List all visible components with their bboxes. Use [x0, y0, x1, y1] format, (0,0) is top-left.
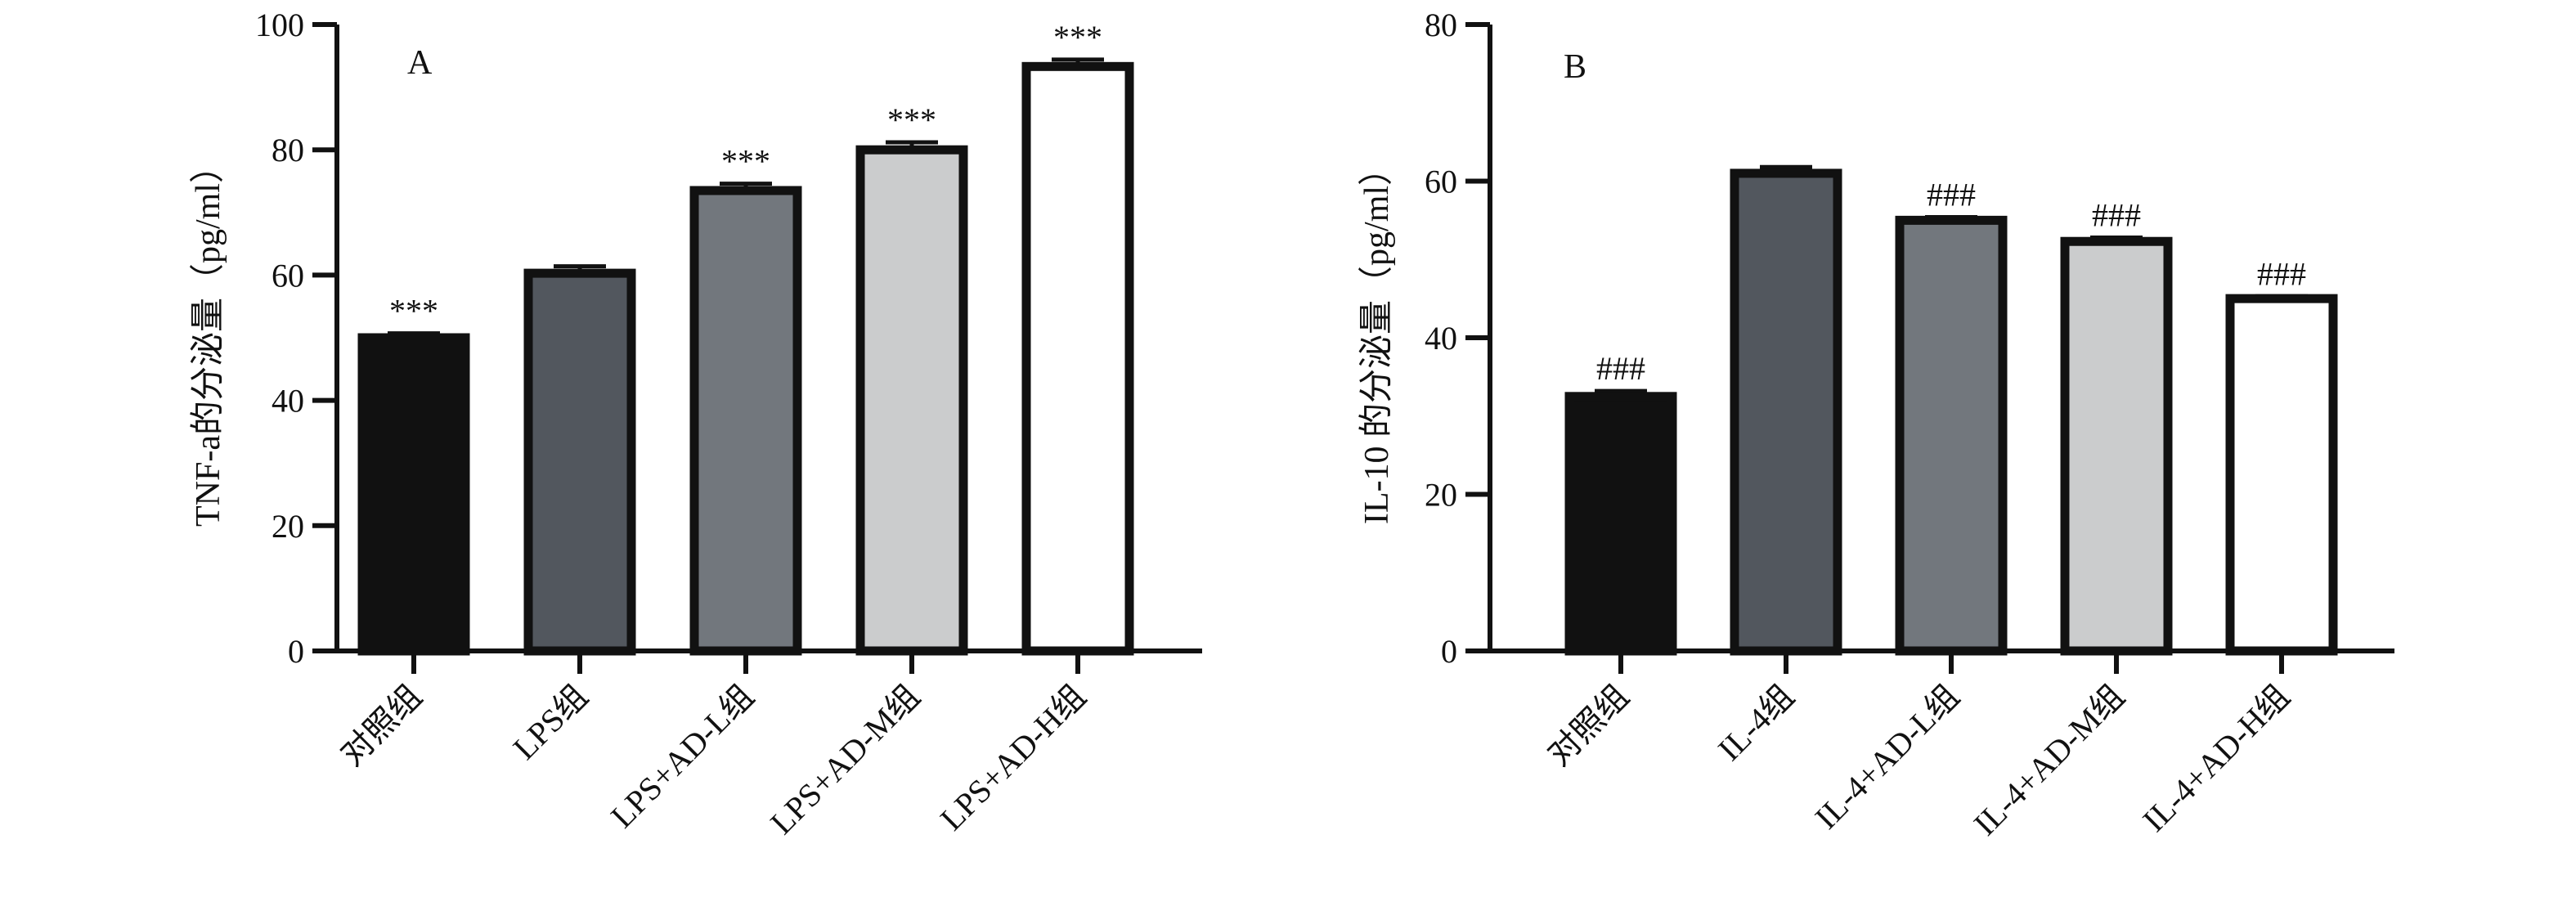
y-tick-label: 20 — [272, 508, 304, 545]
x-tick-label: LPS+AD-L组 — [604, 678, 761, 835]
x-tick-label: LPS+AD-H组 — [933, 678, 1093, 837]
bar — [2225, 294, 2338, 656]
bar — [2060, 236, 2173, 656]
x-tick-label: IL-4+AD-L组 — [1807, 678, 1966, 837]
x-tick-label: 对照组 — [1541, 678, 1636, 774]
panel-letter: A — [407, 44, 433, 82]
bar — [1895, 215, 2008, 656]
significance-label: ### — [1927, 177, 1976, 213]
bar — [855, 145, 968, 656]
y-tick-label: 80 — [1425, 7, 1457, 43]
bar — [1564, 392, 1677, 656]
y-tick-label: 80 — [272, 132, 304, 168]
y-tick-label: 0 — [288, 633, 304, 670]
y-tick-label: 60 — [272, 257, 304, 294]
y-axis-title: TNF-a的分泌量（pg/ml） — [190, 149, 227, 527]
x-tick-label: LPS组 — [506, 678, 595, 767]
y-tick-label: 0 — [1441, 633, 1457, 670]
bar — [1730, 168, 1842, 656]
significance-label: ### — [2092, 196, 2141, 233]
bar — [357, 333, 470, 656]
panel-letter: B — [1564, 48, 1586, 86]
significance-label: *** — [1053, 19, 1102, 56]
significance-label: ### — [2257, 255, 2306, 292]
x-tick-label: 对照组 — [334, 678, 429, 774]
y-tick-label: 100 — [255, 7, 304, 43]
bar — [1021, 61, 1134, 656]
x-tick-label: IL-4+AD-H组 — [2135, 678, 2296, 839]
significance-label: *** — [721, 143, 770, 180]
panel-b: 0 20 40 60 80 IL-10 的分泌量（pg/ml） B ### 对照组 IL-4组 ##… — [1358, 7, 2394, 842]
y-tick-label: 60 — [1425, 164, 1457, 200]
x-tick-label: IL-4+AD-M组 — [1967, 678, 2132, 843]
significance-label: ### — [1596, 350, 1645, 387]
y-tick-label: 40 — [1425, 320, 1457, 357]
panel-a: 0 20 40 60 80 100 TNF-a的分泌量（pg/ml） A *** 对照组 LPS组 *… — [190, 7, 1202, 841]
bar — [523, 268, 636, 656]
bar — [689, 186, 802, 656]
significance-label: *** — [887, 101, 936, 138]
y-tick-label: 40 — [272, 383, 304, 420]
x-tick-label: LPS+AD-M组 — [763, 678, 927, 841]
significance-label: *** — [389, 293, 438, 330]
y-axis-title: IL-10 的分泌量（pg/ml） — [1358, 151, 1396, 524]
x-tick-label: IL-4组 — [1711, 678, 1801, 768]
y-tick-label: 20 — [1425, 477, 1457, 514]
